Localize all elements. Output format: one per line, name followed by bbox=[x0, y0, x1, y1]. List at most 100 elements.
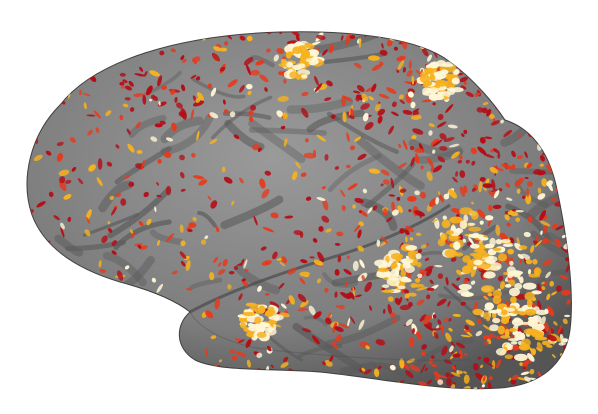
activation-blob bbox=[301, 91, 309, 97]
activation-blob bbox=[379, 49, 388, 56]
activation-blob bbox=[486, 80, 494, 86]
activation-blob bbox=[380, 183, 384, 187]
activation-blob bbox=[209, 138, 218, 145]
activation-blob bbox=[264, 87, 268, 92]
activation-blob bbox=[426, 268, 433, 277]
activation-blob bbox=[299, 271, 310, 277]
activation-blob bbox=[165, 185, 172, 196]
activation-hotspot bbox=[292, 64, 302, 71]
activation-blob bbox=[176, 102, 183, 109]
activation-blob bbox=[486, 108, 492, 117]
activation-blob bbox=[380, 236, 388, 244]
activation-blob bbox=[483, 295, 489, 301]
activation-blob bbox=[312, 335, 320, 345]
activation-blob bbox=[270, 212, 279, 219]
activation-blob bbox=[124, 174, 131, 180]
activation-hotspot bbox=[489, 237, 496, 247]
activation-hotspot bbox=[256, 331, 267, 338]
activation-blob bbox=[317, 251, 325, 263]
activation-blob bbox=[233, 265, 238, 271]
activation-blob bbox=[447, 124, 458, 129]
activation-blob bbox=[459, 76, 469, 83]
activation-blob bbox=[337, 389, 342, 393]
activation-blob bbox=[530, 387, 540, 389]
activation-blob bbox=[327, 312, 332, 318]
activation-hotspot bbox=[441, 63, 454, 67]
activation-blob bbox=[404, 293, 410, 299]
activation-blob bbox=[457, 159, 463, 164]
sulcus-streak bbox=[529, 354, 572, 389]
activation-hotspot bbox=[533, 267, 542, 276]
activation-blob bbox=[414, 148, 425, 153]
activation-blob bbox=[334, 269, 340, 276]
activation-blob bbox=[398, 144, 402, 148]
activation-blob bbox=[550, 328, 554, 335]
activation-blob bbox=[27, 86, 33, 98]
activation-blob bbox=[116, 326, 126, 336]
activation-blob bbox=[389, 364, 396, 371]
activation-blob bbox=[170, 48, 176, 53]
activation-blob bbox=[523, 231, 531, 238]
activation-blob bbox=[141, 159, 145, 171]
activation-hotspot bbox=[423, 80, 433, 87]
activation-blob bbox=[149, 35, 157, 43]
activation-blob bbox=[368, 168, 381, 174]
activation-blob bbox=[204, 235, 209, 240]
activation-blob bbox=[270, 364, 274, 368]
activation-blob bbox=[405, 236, 408, 243]
activation-blob bbox=[355, 294, 362, 298]
activation-blob bbox=[121, 373, 126, 382]
activation-blob bbox=[120, 367, 126, 373]
activation-blob bbox=[463, 371, 467, 374]
activation-blob bbox=[95, 127, 100, 134]
activation-blob bbox=[479, 176, 486, 182]
activation-hotspot bbox=[417, 273, 423, 279]
activation-blob bbox=[170, 88, 176, 95]
activation-blob bbox=[472, 363, 479, 371]
activation-blob bbox=[119, 81, 125, 86]
activation-blob bbox=[541, 127, 547, 132]
activation-blob bbox=[572, 200, 578, 206]
activation-blob bbox=[491, 188, 498, 193]
activation-blob bbox=[567, 356, 572, 363]
activation-blob bbox=[525, 194, 532, 205]
activation-blob bbox=[207, 195, 212, 201]
activation-blob bbox=[394, 297, 401, 306]
activation-blob bbox=[507, 61, 515, 65]
activation-blob bbox=[62, 57, 73, 64]
activation-blob bbox=[356, 85, 365, 92]
activation-blob bbox=[420, 165, 424, 170]
activation-blob bbox=[124, 265, 130, 270]
activation-blob bbox=[568, 41, 572, 46]
activation-blob bbox=[504, 210, 509, 215]
activation-blob bbox=[237, 263, 242, 266]
activation-blob bbox=[494, 58, 502, 63]
activation-blob bbox=[69, 137, 76, 143]
activation-blob bbox=[82, 63, 90, 76]
activation-blob bbox=[338, 304, 345, 310]
activation-blob bbox=[89, 379, 101, 385]
activation-hotspot bbox=[453, 241, 461, 250]
activation-blob bbox=[541, 137, 550, 142]
sulcus-streak bbox=[292, 322, 367, 374]
activation-blob bbox=[560, 246, 569, 254]
activation-blob bbox=[210, 200, 218, 209]
activation-blob bbox=[185, 259, 191, 271]
activation-blob bbox=[566, 208, 572, 214]
activation-blob bbox=[507, 211, 519, 217]
activation-blob bbox=[266, 48, 271, 53]
activation-blob bbox=[443, 317, 449, 323]
activation-blob bbox=[541, 178, 548, 187]
activation-blob bbox=[391, 201, 396, 212]
activation-blob bbox=[350, 316, 356, 325]
activation-blob bbox=[416, 331, 422, 340]
activation-blob bbox=[448, 317, 452, 322]
activation-hotspot bbox=[492, 247, 502, 251]
activation-blob bbox=[554, 68, 561, 74]
activation-hotspot bbox=[485, 259, 496, 264]
activation-blob bbox=[161, 85, 167, 90]
activation-blob bbox=[402, 139, 408, 151]
activation-blob bbox=[506, 222, 511, 227]
activation-blob bbox=[556, 145, 560, 152]
activation-hotspot bbox=[292, 46, 303, 54]
